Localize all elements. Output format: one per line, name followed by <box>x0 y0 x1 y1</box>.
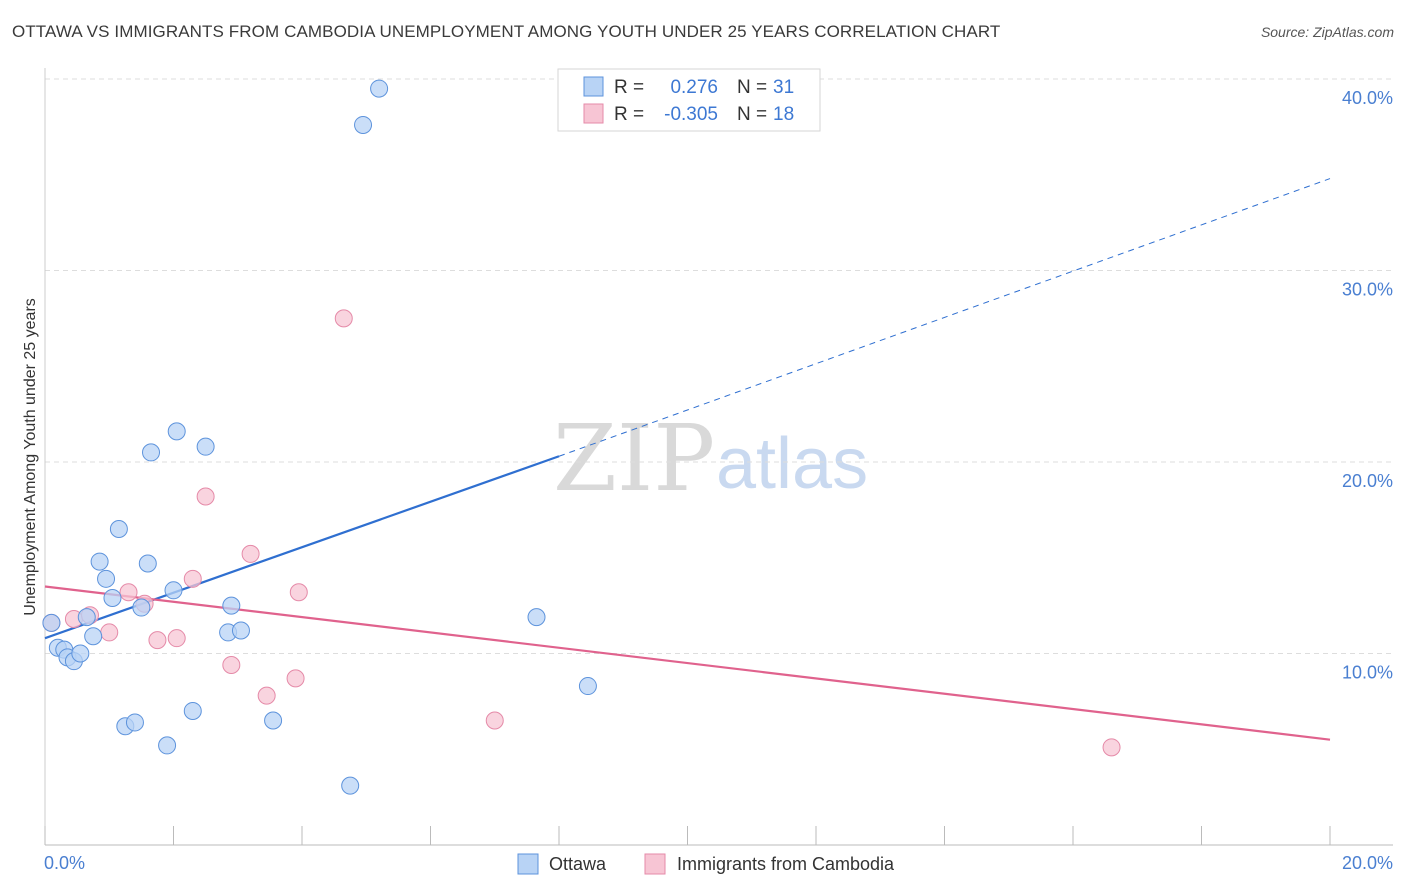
chart-title: OTTAWA VS IMMIGRANTS FROM CAMBODIA UNEMP… <box>12 22 1001 41</box>
ottawa-point <box>231 621 250 640</box>
cambodia-point <box>1102 738 1121 757</box>
cambodia-point <box>119 583 138 602</box>
ottawa-point <box>196 437 215 456</box>
x-tick-label-end: 20.0% <box>1342 853 1393 873</box>
bottom-legend: Ottawa Immigrants from Cambodia <box>517 853 895 875</box>
watermark-zip: ZIP <box>553 405 715 512</box>
ottawa-point <box>42 613 61 632</box>
y-tick-label: 30.0% <box>1342 280 1393 300</box>
ottawa-point <box>354 115 373 134</box>
ottawa-point <box>71 644 90 663</box>
points-layer <box>42 79 1121 795</box>
ottawa-point <box>164 581 183 600</box>
ottawa-point <box>138 554 157 573</box>
x-tick-label-start: 0.0% <box>44 853 85 873</box>
ottawa-point <box>103 588 122 607</box>
ottawa-point <box>183 701 202 720</box>
cambodia-point <box>334 309 353 328</box>
cambodia-point <box>100 623 119 642</box>
ottawa-trend-line <box>44 455 560 640</box>
axis-layer: 10.0% 20.0% 30.0% 40.0% 0.0% 20.0% <box>44 68 1393 873</box>
grid-layer <box>45 78 1395 654</box>
legend-n-label: N = <box>737 104 767 125</box>
cambodia-point <box>485 711 504 730</box>
ottawa-trend-line-extrapolated <box>558 178 1331 457</box>
bottom-legend-swatch-cambodia <box>644 853 666 875</box>
legend-n-value-ottawa: 31 <box>773 77 794 98</box>
ottawa-point <box>97 569 116 588</box>
cambodia-point <box>222 655 241 674</box>
cambodia-point <box>257 686 276 705</box>
cambodia-point <box>241 544 260 563</box>
legend-swatch-cambodia <box>583 103 604 124</box>
ottawa-point <box>84 627 103 646</box>
ottawa-point <box>142 443 161 462</box>
cambodia-point <box>196 487 215 506</box>
cambodia-point <box>286 669 305 688</box>
ottawa-point <box>167 422 186 441</box>
cambodia-point <box>167 629 186 648</box>
legend-box: R = 0.276 N = 31 R = -0.305 N = 18 <box>557 68 821 132</box>
ottawa-point <box>109 520 128 539</box>
ottawa-point <box>264 711 283 730</box>
ottawa-point <box>77 608 96 627</box>
source-label: Source: ZipAtlas.com <box>1260 24 1394 40</box>
ottawa-point <box>370 79 389 98</box>
cambodia-point <box>183 569 202 588</box>
y-tick-label: 10.0% <box>1342 663 1393 683</box>
y-tick-label: 20.0% <box>1342 471 1393 491</box>
ottawa-point <box>132 598 151 617</box>
cambodia-point <box>148 631 167 650</box>
ottawa-point <box>90 552 109 571</box>
ottawa-point <box>341 776 360 795</box>
legend-r-value-ottawa: 0.276 <box>670 77 718 98</box>
legend-r-label: R = <box>614 104 644 125</box>
bottom-legend-label-cambodia: Immigrants from Cambodia <box>677 854 895 874</box>
cambodia-point <box>289 583 308 602</box>
cambodia-trend-line <box>44 585 1331 741</box>
legend-r-label: R = <box>614 77 644 98</box>
watermark-atlas: atlas <box>716 424 868 504</box>
legend-n-value-cambodia: 18 <box>773 104 794 125</box>
y-axis-label: Unemployment Among Youth under 25 years <box>22 298 39 616</box>
ottawa-point <box>125 713 144 732</box>
ottawa-point <box>527 608 546 627</box>
trend-layer <box>44 178 1331 741</box>
legend-r-value-cambodia: -0.305 <box>664 104 718 125</box>
bottom-legend-label-ottawa: Ottawa <box>549 854 607 874</box>
ottawa-point <box>578 677 597 696</box>
bottom-legend-swatch-ottawa <box>517 853 539 875</box>
y-tick-label: 40.0% <box>1342 88 1393 108</box>
ottawa-point <box>222 596 241 615</box>
ottawa-point <box>158 736 177 755</box>
legend-swatch-ottawa <box>583 76 604 97</box>
legend-n-label: N = <box>737 77 767 98</box>
